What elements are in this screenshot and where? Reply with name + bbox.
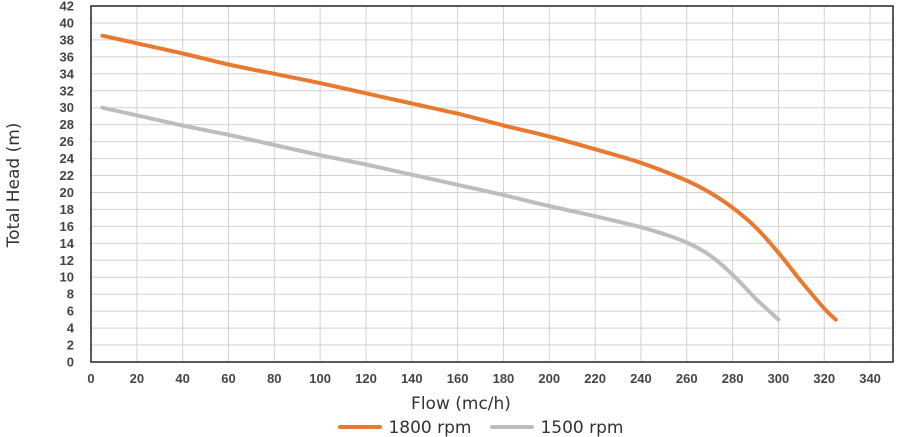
y-tick-label: 36 (60, 49, 74, 64)
legend: 1800 rpm 1500 rpm (338, 418, 624, 437)
legend-item-1800-rpm: 1800 rpm (338, 418, 472, 437)
x-tick-label: 80 (267, 371, 281, 386)
x-tick-label: 320 (813, 371, 835, 386)
x-tick-label: 120 (355, 371, 377, 386)
y-tick-label: 32 (60, 83, 74, 98)
y-axis-title: Total Head (m) (4, 123, 24, 249)
x-tick-label: 40 (175, 371, 189, 386)
y-tick-label: 20 (60, 185, 74, 200)
legend-item-1500-rpm: 1500 rpm (490, 418, 624, 437)
x-tick-label: 340 (859, 371, 881, 386)
y-tick-label: 14 (60, 236, 75, 251)
x-tick-label: 160 (447, 371, 469, 386)
y-tick-label: 4 (67, 321, 75, 336)
x-tick-label: 240 (630, 371, 652, 386)
x-axis-title: Flow (mc/h) (411, 394, 511, 414)
x-axis-ticks: 0 20 40 60 80 100 120 140 160 180 200 220 240 260 280 3… (87, 371, 881, 386)
y-tick-label: 2 (67, 338, 74, 353)
y-tick-label: 18 (60, 202, 74, 217)
x-tick-label: 100 (309, 371, 331, 386)
y-tick-label: 16 (60, 219, 74, 234)
x-tick-label: 300 (768, 371, 790, 386)
y-tick-label: 6 (67, 304, 74, 319)
legend-label: 1500 rpm (540, 418, 623, 437)
y-tick-label: 40 (60, 15, 74, 30)
x-tick-label: 220 (584, 371, 606, 386)
y-tick-label: 0 (67, 355, 74, 370)
x-tick-label: 0 (87, 371, 94, 386)
series-line-1500-rpm (100, 105, 781, 322)
x-tick-label: 280 (722, 371, 744, 386)
y-tick-label: 22 (60, 168, 74, 183)
x-tick-label: 200 (538, 371, 560, 386)
plot-area-border (90, 5, 894, 363)
y-tick-label: 30 (60, 100, 74, 115)
series-line-1800-rpm (100, 33, 838, 322)
legend-label: 1800 rpm (388, 418, 471, 437)
y-tick-label: 12 (60, 253, 74, 268)
x-tick-label: 60 (221, 371, 235, 386)
x-tick-label: 20 (130, 371, 144, 386)
y-tick-label: 38 (60, 32, 74, 47)
y-tick-label: 26 (60, 134, 74, 149)
grid (90, 5, 893, 363)
y-tick-label: 10 (60, 270, 74, 285)
y-tick-label: 8 (67, 287, 74, 302)
y-tick-label: 24 (60, 151, 75, 166)
x-tick-label: 260 (676, 371, 698, 386)
y-tick-label: 28 (60, 117, 74, 132)
series-lines (100, 33, 838, 322)
y-tick-label: 34 (60, 66, 75, 81)
x-tick-label: 180 (493, 371, 515, 386)
y-tick-label: 42 (60, 0, 74, 14)
x-tick-label: 140 (401, 371, 423, 386)
